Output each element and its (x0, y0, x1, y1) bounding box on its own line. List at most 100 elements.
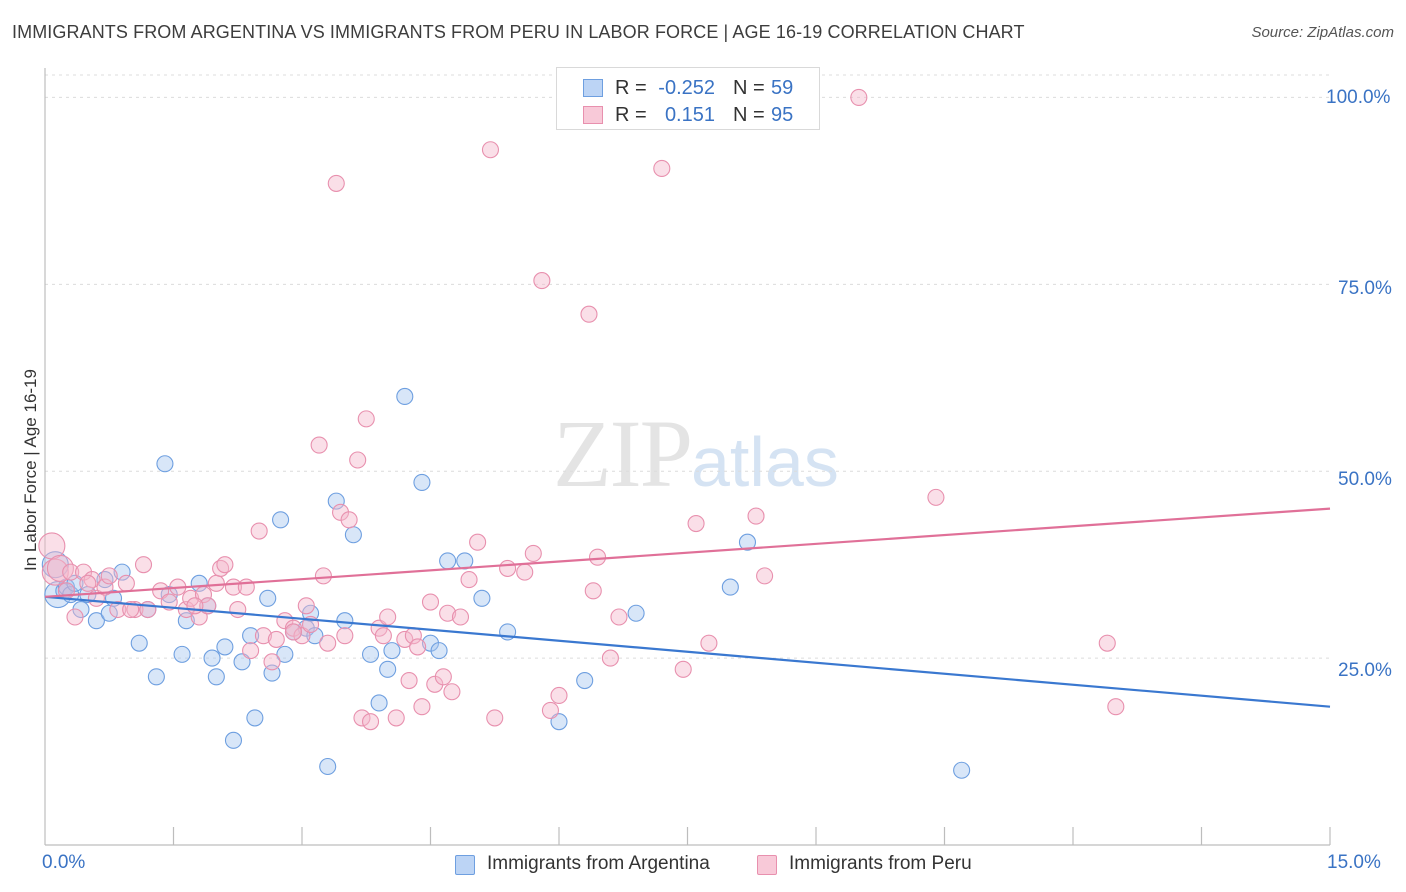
argentina-point (361, 645, 380, 663)
peru-point (601, 649, 619, 667)
peru-point (100, 567, 118, 585)
peru-point (314, 567, 332, 585)
peru-point (139, 600, 157, 619)
y-tick-label-100: 100.0% (1326, 87, 1391, 108)
peru-point (1107, 698, 1125, 716)
peru-point (349, 451, 367, 469)
peru-point (66, 608, 84, 626)
legend: Immigrants from Argentina Immigrants fro… (0, 852, 1406, 878)
argentina-point (130, 634, 148, 652)
peru-point (588, 548, 607, 566)
argentina-point (246, 709, 264, 727)
legend-swatch-argentina (455, 855, 475, 875)
peru-point (117, 574, 135, 592)
peru-point (486, 709, 504, 727)
y-axis-label: In Labor Force | Age 16-19 (21, 369, 40, 571)
argentina-point (306, 627, 324, 645)
peru-point (267, 630, 285, 648)
argentina-point (576, 671, 594, 690)
peru-point (434, 668, 452, 686)
argentina-point (259, 589, 277, 607)
legend-swatch-peru (757, 855, 777, 875)
argentina-point (319, 757, 337, 776)
argentina-point (336, 612, 354, 630)
peru-point (96, 578, 114, 596)
x-tick-label-min: 0.0% (42, 852, 86, 873)
peru-point (541, 701, 559, 719)
peru-point (336, 627, 354, 645)
r-value: 0.151 (664, 104, 715, 126)
peru-point (927, 488, 945, 506)
peru-point (134, 556, 153, 574)
peru-point (242, 642, 260, 660)
argentina-point (430, 642, 448, 660)
argentina-point (738, 533, 757, 551)
argentina-point (156, 455, 174, 473)
argentina-point (113, 563, 131, 581)
peru-point (584, 582, 602, 600)
peru-point (216, 556, 234, 574)
peru-point (340, 511, 358, 529)
peru-point (254, 627, 273, 645)
peru-point (443, 683, 461, 701)
peru-point (41, 558, 69, 586)
peru-trend-line (44, 507, 1331, 598)
peru-point (400, 671, 418, 690)
peru-point (674, 660, 692, 678)
argentina-point (207, 668, 225, 686)
argentina-point (224, 731, 243, 749)
legend-label-peru: Immigrants from Peru (789, 853, 972, 874)
peru-point (460, 571, 478, 589)
argentina-point (473, 589, 491, 607)
argentina-point (216, 638, 234, 656)
argentina-point (439, 552, 457, 570)
y-tick-label-50: 50.0% (1338, 469, 1392, 490)
peru-point (374, 627, 392, 645)
argentina-point (276, 645, 294, 663)
peru-point (524, 544, 542, 562)
peru-point (469, 533, 487, 551)
argentina-point (203, 649, 221, 667)
r-value: -0.252 (658, 77, 715, 99)
peru-point (387, 709, 405, 727)
watermark-zip: ZIP (553, 400, 693, 507)
peru-point (327, 174, 345, 192)
n-label: N = (733, 77, 765, 99)
peru-point (357, 410, 375, 428)
peru-point (207, 574, 225, 592)
peru-point (250, 522, 268, 540)
argentina-point (147, 668, 165, 686)
peru-point (550, 686, 568, 705)
argentina-point (396, 387, 414, 406)
peru-point (396, 630, 414, 648)
peru-point (62, 563, 80, 581)
argentina-point (344, 526, 362, 544)
peru-point (850, 88, 868, 106)
peru-point (653, 159, 671, 177)
argentina-point (413, 473, 431, 491)
argentina-trend-line (44, 595, 1331, 708)
peru-point (747, 507, 765, 525)
peru-point (687, 514, 705, 533)
peru-point (481, 141, 500, 159)
peru-point (451, 608, 470, 626)
peru-point (580, 305, 598, 323)
peru-point (361, 713, 380, 731)
peru-point (700, 634, 718, 652)
r-label: R = (615, 77, 647, 99)
argentina-point (242, 627, 260, 645)
legend-label-argentina: Immigrants from Argentina (487, 853, 710, 874)
peru-point (413, 698, 431, 716)
argentina-point (327, 492, 345, 510)
peru-point (533, 272, 551, 290)
peru-point (46, 554, 74, 582)
peru-point (756, 567, 774, 585)
peru-point (237, 578, 255, 596)
peru-point (439, 604, 457, 622)
peru-point (421, 593, 440, 611)
argentina-swatch (583, 79, 603, 97)
n-value: 59 (771, 77, 794, 99)
peru-swatch (583, 106, 603, 124)
chart-title: IMMIGRANTS FROM ARGENTINA VS IMMIGRANTS … (12, 22, 1025, 42)
